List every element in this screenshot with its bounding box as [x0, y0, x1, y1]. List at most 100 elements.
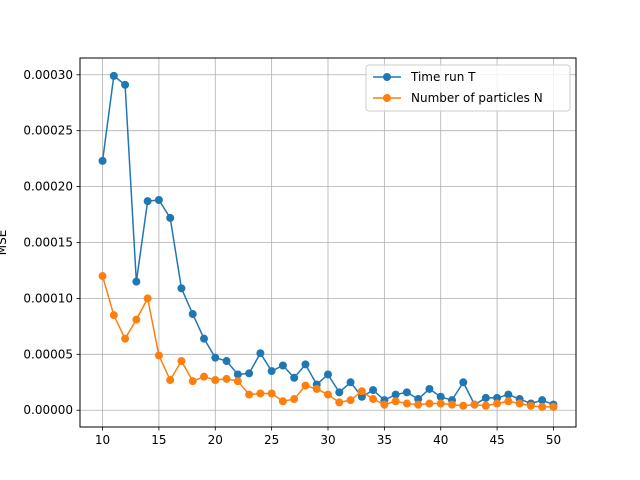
data-point	[448, 400, 456, 409]
data-point	[211, 353, 220, 362]
series-group	[98, 71, 558, 411]
data-point	[335, 398, 344, 407]
data-point	[98, 156, 107, 165]
data-point	[324, 370, 332, 379]
data-point	[143, 294, 152, 303]
data-point	[357, 392, 366, 401]
data-point	[245, 390, 254, 399]
data-point	[98, 272, 107, 281]
data-point	[481, 401, 490, 410]
data-point	[233, 370, 242, 379]
data-point	[256, 389, 265, 398]
data-point	[312, 384, 321, 393]
data-point	[391, 390, 400, 399]
data-point	[154, 351, 163, 360]
data-point	[369, 386, 378, 395]
y-axis: 0.00000 0.00005 0.00010 0.00015 0.00020 0.000…	[23, 68, 80, 417]
data-point	[526, 401, 535, 410]
data-point	[549, 402, 558, 411]
data-point	[335, 388, 344, 397]
x-tick-label: 40	[433, 433, 448, 447]
data-point	[301, 360, 310, 369]
data-point	[324, 390, 332, 399]
legend-label: Time run T	[410, 70, 476, 84]
data-point	[222, 374, 231, 383]
y-tick-label: 0.00025	[23, 124, 73, 138]
data-point	[188, 310, 197, 319]
legend-label: Number of particles N	[411, 91, 543, 105]
data-point	[459, 378, 468, 387]
data-point	[414, 395, 423, 404]
data-point	[245, 369, 254, 378]
data-point	[459, 401, 468, 410]
data-point	[346, 396, 355, 405]
data-point	[200, 372, 208, 381]
data-point	[425, 384, 434, 393]
y-tick-label: 0.00015	[23, 236, 73, 250]
data-point	[132, 315, 141, 324]
data-point	[188, 377, 197, 386]
data-point	[538, 396, 547, 405]
data-point	[402, 388, 411, 397]
data-point	[301, 381, 310, 390]
series-2	[98, 272, 558, 411]
data-point	[211, 376, 220, 385]
x-tick-label: 30	[320, 433, 335, 447]
legend-marker	[383, 94, 391, 102]
x-tick-label: 20	[208, 433, 223, 447]
data-point	[493, 399, 502, 408]
data-point	[143, 197, 152, 206]
data-point	[267, 367, 276, 376]
data-point	[154, 196, 163, 205]
x-axis: 10 15 20 25 30 35 40 45 50	[95, 427, 561, 447]
data-point	[121, 334, 130, 343]
data-point	[481, 393, 490, 402]
data-point	[357, 387, 366, 396]
x-tick-label: 25	[264, 433, 279, 447]
data-point	[109, 71, 118, 80]
data-point	[278, 397, 287, 406]
data-point	[391, 397, 400, 406]
y-axis-label: MSE	[0, 230, 9, 256]
data-point	[222, 357, 231, 366]
data-point	[132, 277, 141, 286]
data-point	[121, 80, 130, 89]
data-point	[177, 284, 186, 293]
x-tick-label: 35	[377, 433, 392, 447]
data-point	[166, 213, 175, 222]
legend: Time run T Number of particles N	[365, 64, 571, 112]
legend-marker	[383, 73, 391, 81]
x-tick-label: 50	[546, 433, 561, 447]
y-tick-label: 0.00010	[23, 291, 73, 305]
data-point	[504, 390, 513, 399]
data-point	[402, 399, 411, 408]
y-tick-label: 0.00030	[23, 68, 73, 82]
y-tick-label: 0.00005	[23, 347, 73, 361]
data-point	[290, 395, 299, 404]
data-point	[233, 377, 242, 386]
data-point	[504, 397, 513, 406]
data-point	[267, 389, 276, 398]
data-point	[200, 334, 208, 343]
data-point	[380, 400, 389, 409]
data-point	[109, 311, 118, 320]
data-point	[414, 400, 423, 409]
data-point	[166, 376, 175, 385]
x-tick-label: 10	[95, 433, 110, 447]
x-tick-label: 45	[489, 433, 504, 447]
y-tick-label: 0.00000	[23, 403, 73, 417]
data-point	[256, 349, 265, 358]
data-point	[538, 402, 547, 411]
data-point	[369, 395, 378, 404]
grid	[80, 58, 576, 427]
data-point	[278, 361, 287, 370]
data-point	[470, 400, 479, 409]
data-point	[436, 392, 445, 401]
data-point	[346, 378, 355, 387]
data-point	[290, 373, 299, 382]
x-tick-label: 15	[151, 433, 166, 447]
legend-box	[365, 64, 571, 112]
data-point	[425, 399, 434, 408]
data-point	[436, 399, 445, 408]
